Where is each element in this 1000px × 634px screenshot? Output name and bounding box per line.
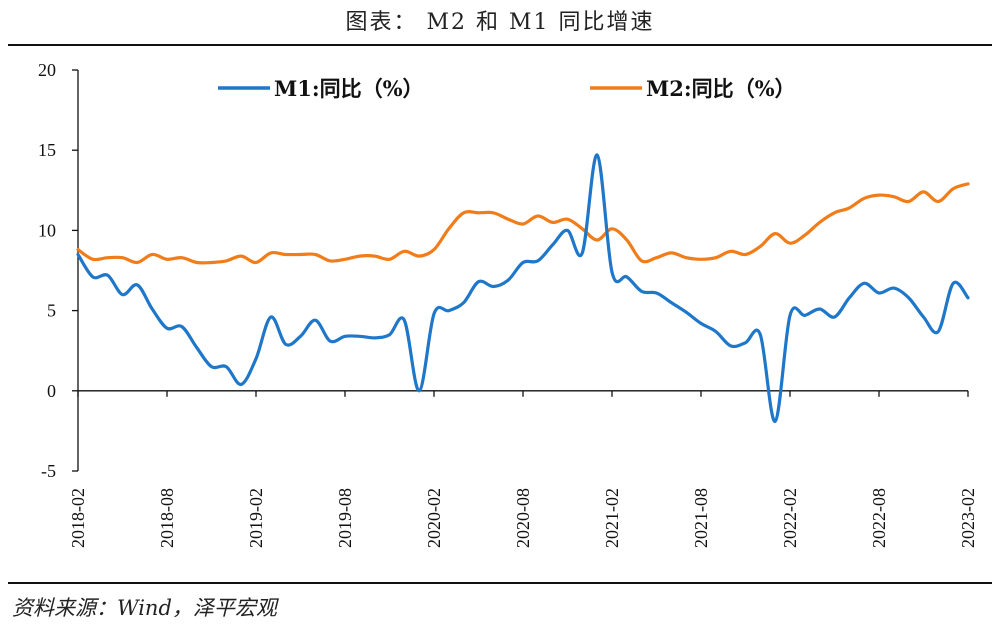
page-title: 图表： M2 和 M1 同比增速 xyxy=(345,10,655,35)
y-tick-label: 0 xyxy=(47,381,56,401)
line-chart: -5 0 5 10 15 20 2018-02 2018-08 2019-02 2019-08 20… xyxy=(38,60,978,548)
x-tick-label: 2021-02 xyxy=(602,488,622,548)
series-line-m1 xyxy=(76,153,970,423)
x-tick-label: 2018-08 xyxy=(157,488,177,548)
axes: -5 0 5 10 15 20 2018-02 2018-08 2019-02 2019-08 20… xyxy=(38,60,978,548)
y-tick-label: -5 xyxy=(41,461,56,481)
x-tick-label: 2019-08 xyxy=(335,488,355,548)
x-tick-label: 2021-08 xyxy=(691,488,711,548)
x-tick-label: 2023-02 xyxy=(958,488,978,548)
y-tick-label: 5 xyxy=(47,301,56,321)
x-tick-label: 2020-02 xyxy=(424,488,444,548)
legend-label: M2:同比（%） xyxy=(646,76,796,101)
y-tick-label: 15 xyxy=(38,140,56,160)
legend: M1:同比（%） M2:同比（%） xyxy=(218,76,796,101)
x-tick-label: 2018-02 xyxy=(68,488,88,548)
source-note: 资料来源：Wind，泽平宏观 xyxy=(12,596,277,620)
x-tick-label: 2020-08 xyxy=(513,488,533,548)
y-tick-label: 10 xyxy=(38,220,56,240)
series-line-m2 xyxy=(76,182,970,265)
x-tick-label: 2022-02 xyxy=(780,488,800,548)
top-rule xyxy=(8,44,992,46)
series-layer xyxy=(76,153,970,423)
legend-label: M1:同比（%） xyxy=(274,76,424,101)
x-tick-label: 2022-08 xyxy=(869,488,889,548)
y-tick-label: 20 xyxy=(38,60,56,80)
bottom-rule xyxy=(8,582,992,584)
x-tick-label: 2019-02 xyxy=(246,488,266,548)
